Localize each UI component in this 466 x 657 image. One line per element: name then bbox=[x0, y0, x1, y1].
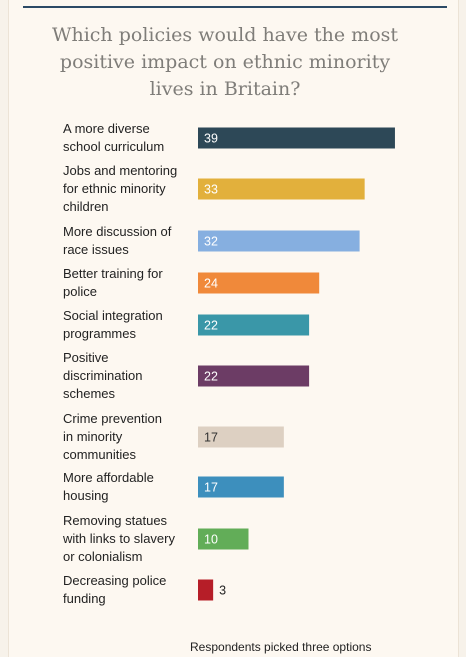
value-label: 32 bbox=[204, 235, 218, 249]
value-label: 22 bbox=[204, 370, 218, 384]
value-label: 24 bbox=[204, 277, 218, 291]
category-label: Better training for police bbox=[63, 266, 163, 299]
bar bbox=[198, 178, 365, 200]
value-label: 39 bbox=[204, 132, 218, 146]
category-label: A more diverse school curriculum bbox=[63, 121, 164, 154]
chart-title: Which policies would have the most posit… bbox=[51, 24, 399, 100]
value-label: 22 bbox=[204, 319, 218, 333]
value-label: 3 bbox=[219, 584, 226, 598]
value-label: 17 bbox=[204, 431, 218, 445]
category-label: Crime prevention in minority communities bbox=[63, 411, 162, 462]
category-label: Jobs and mentoring for ethnic minority chi… bbox=[63, 163, 177, 214]
bar bbox=[198, 365, 310, 387]
bar bbox=[198, 528, 249, 550]
bar bbox=[198, 476, 284, 498]
bar bbox=[198, 579, 214, 601]
category-label: Positive discrimination schemes bbox=[63, 350, 142, 401]
bar bbox=[198, 127, 395, 149]
top-rule bbox=[23, 6, 447, 8]
bar bbox=[198, 272, 320, 294]
category-label: Decreasing police funding bbox=[63, 573, 166, 606]
bar bbox=[198, 314, 310, 336]
value-label: 33 bbox=[204, 183, 218, 197]
footnote: Respondents picked three options bbox=[190, 640, 372, 654]
value-label: 17 bbox=[204, 481, 218, 495]
value-label: 10 bbox=[204, 533, 218, 547]
category-label: Social integration programmes bbox=[63, 308, 163, 341]
category-label: More affordable housing bbox=[63, 470, 154, 503]
bar bbox=[198, 426, 284, 448]
category-label: More discussion of race issues bbox=[63, 224, 172, 257]
category-label: Removing statues with links to slavery or … bbox=[62, 513, 175, 564]
bar bbox=[198, 230, 360, 252]
